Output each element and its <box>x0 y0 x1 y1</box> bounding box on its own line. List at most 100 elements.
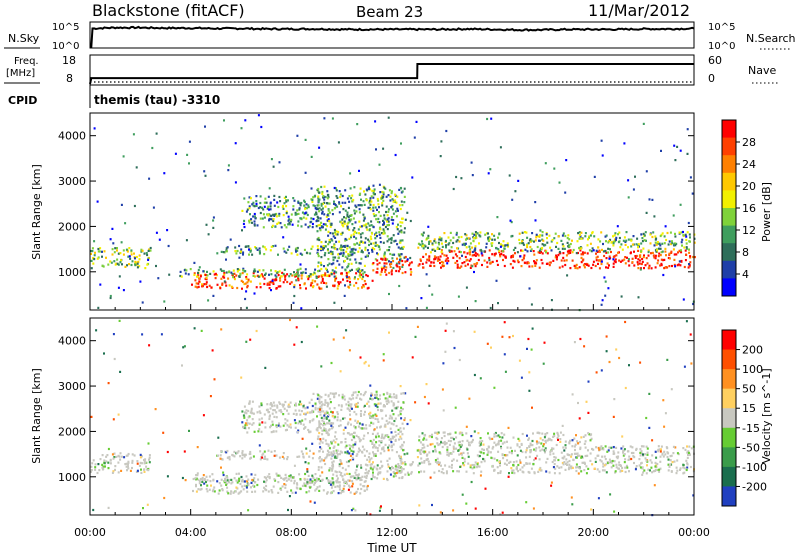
scatter-point <box>290 281 293 284</box>
scatter-point <box>391 208 394 211</box>
scatter-point <box>305 452 308 455</box>
scatter-point <box>325 417 328 420</box>
scatter-point <box>667 452 670 455</box>
scatter-point <box>673 263 676 266</box>
scatter-point <box>578 237 581 240</box>
colorbar-tick-label: 12 <box>742 224 756 237</box>
scatter-point <box>526 462 529 465</box>
scatter-point <box>296 483 299 486</box>
scatter-point <box>273 450 276 453</box>
scatter-point <box>140 250 143 253</box>
scatter-point <box>529 249 532 252</box>
scatter-point <box>246 490 249 493</box>
scatter-point <box>375 434 377 437</box>
scatter-point <box>639 448 642 451</box>
scatter-point <box>437 256 440 259</box>
scatter-point <box>217 436 220 439</box>
scatter-point <box>335 392 337 395</box>
scatter-point <box>663 425 666 428</box>
scatter-point <box>384 443 387 446</box>
scatter-point <box>320 246 323 249</box>
scatter-point <box>431 442 434 446</box>
scatter-point <box>302 423 305 426</box>
scatter-point <box>91 247 94 250</box>
scatter-point <box>633 250 635 253</box>
scatter-point <box>405 307 408 310</box>
scatter-point <box>143 460 146 463</box>
scatter-point <box>422 234 424 237</box>
scatter-point <box>211 490 214 493</box>
scatter-point <box>493 386 496 389</box>
scatter-point <box>295 213 298 216</box>
scatter-point <box>328 238 331 242</box>
scatter-point <box>471 250 474 254</box>
scatter-point <box>365 424 368 427</box>
scatter-point <box>387 220 390 223</box>
scatter-point <box>416 325 419 328</box>
scatter-point <box>597 246 600 249</box>
scatter-point <box>452 241 455 245</box>
scatter-point <box>661 232 664 235</box>
scatter-point <box>332 256 335 259</box>
scatter-point <box>247 280 250 283</box>
scatter-point <box>569 267 572 270</box>
scatter-point <box>350 398 353 401</box>
scatter-point <box>440 471 443 474</box>
scatter-point <box>488 249 491 252</box>
scatter-point <box>390 396 393 399</box>
scatter-point <box>272 409 275 412</box>
scatter-point <box>289 401 292 404</box>
scatter-point <box>365 199 368 202</box>
scatter-point <box>401 239 404 242</box>
scatter-point <box>624 466 627 469</box>
scatter-point <box>183 345 186 348</box>
scatter-point <box>468 251 471 254</box>
scatter-point <box>351 453 354 456</box>
scatter-point <box>302 216 305 219</box>
scatter-point <box>207 233 210 236</box>
scatter-point <box>656 462 659 466</box>
scatter-point <box>598 250 601 253</box>
scatter-point <box>109 294 112 298</box>
scatter-point <box>330 481 333 484</box>
scatter-point <box>385 266 388 269</box>
scatter-point <box>400 455 402 458</box>
scatter-point <box>663 242 666 245</box>
scatter-point <box>361 277 364 281</box>
scatter-point <box>456 260 459 263</box>
scatter-point <box>645 472 648 475</box>
scatter-point <box>556 433 559 436</box>
scatter-point <box>363 264 366 267</box>
scatter-point <box>365 274 368 277</box>
scatter-point <box>333 284 336 287</box>
scatter-point <box>597 262 599 265</box>
scatter-point <box>608 255 611 258</box>
scatter-point <box>282 272 285 276</box>
scatter-point <box>506 446 509 449</box>
scatter-point <box>403 256 406 259</box>
scatter-point <box>476 253 479 256</box>
scatter-point <box>403 227 406 230</box>
scatter-point <box>470 441 473 444</box>
scatter-point <box>508 472 510 475</box>
scatter-point <box>304 418 307 421</box>
scatter-point <box>362 394 365 397</box>
scatter-point <box>116 247 118 250</box>
scatter-point <box>599 240 602 243</box>
scatter-point <box>394 199 397 202</box>
scatter-point <box>534 264 537 267</box>
scatter-point <box>401 259 404 263</box>
scatter-point <box>312 204 315 207</box>
scatter-point <box>638 464 641 467</box>
scatter-point <box>390 261 393 264</box>
scatter-point <box>198 277 200 280</box>
scatter-point <box>319 408 321 411</box>
scatter-point <box>317 407 320 410</box>
scatter-point <box>358 232 360 235</box>
scatter-point <box>528 265 531 268</box>
scatter-point <box>389 252 392 256</box>
scatter-point <box>460 265 463 268</box>
scatter-point <box>441 245 444 248</box>
scatter-point <box>614 258 617 261</box>
scatter-point <box>630 245 633 248</box>
